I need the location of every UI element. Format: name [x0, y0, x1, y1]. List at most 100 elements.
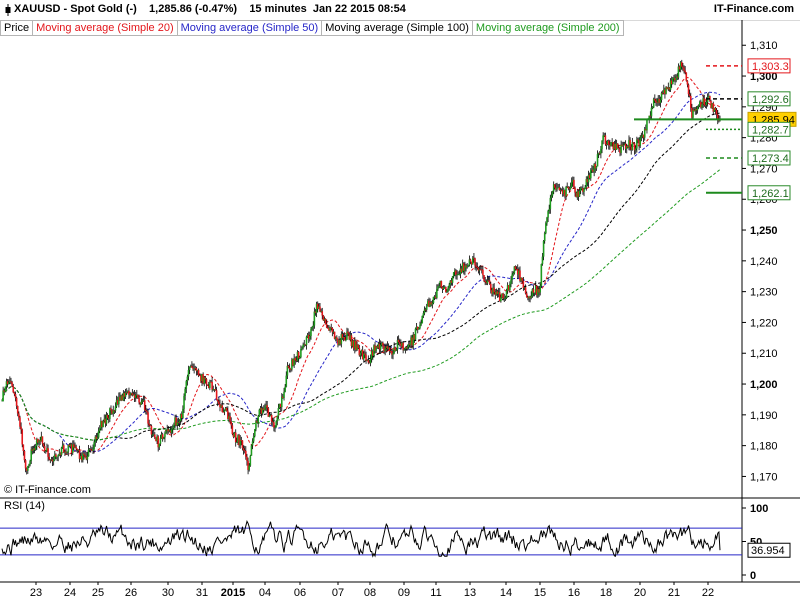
candle-body [542, 241, 545, 257]
candle-body [193, 367, 195, 370]
candle-body [540, 264, 543, 286]
candle-body [191, 365, 193, 368]
candle-body [200, 375, 202, 382]
candle-body [633, 143, 636, 151]
candle-body [525, 293, 528, 298]
candle-body [248, 465, 250, 470]
candle-body [703, 98, 706, 105]
candle-body [354, 340, 356, 349]
candle-body [469, 259, 472, 262]
candle-body [714, 107, 717, 111]
candle-body [388, 347, 391, 352]
candle-body [558, 187, 561, 191]
candle-body [609, 144, 611, 146]
candle-body [716, 114, 719, 120]
legend-sma-20[interactable]: Moving average (Simple 20) [32, 20, 178, 36]
candle-body [502, 293, 504, 299]
candle-body [529, 296, 531, 298]
brand-label[interactable]: IT-Finance.com [713, 3, 794, 15]
candle-body [118, 397, 120, 405]
candle-body [11, 382, 13, 387]
candle-body [318, 306, 320, 309]
candle-body [416, 326, 419, 330]
candle-body [614, 143, 617, 150]
candle-body [486, 280, 489, 284]
candle-body [692, 109, 694, 118]
candle-body [667, 87, 670, 90]
candle-body [648, 115, 651, 120]
candle-body [561, 190, 564, 194]
candle-body [25, 468, 28, 471]
candle-body [442, 287, 445, 290]
x-tick-label: 15 [534, 587, 546, 599]
candle-body [125, 392, 128, 394]
candle-body [261, 408, 264, 414]
candle-body [541, 256, 544, 265]
candle-body [596, 154, 599, 167]
y-tick-label: 1,210 [750, 348, 778, 360]
candle-body [564, 190, 566, 197]
candle-body [530, 296, 533, 298]
candle-body [559, 189, 562, 191]
candle-body [555, 187, 557, 190]
indicator-legend: Price Moving average (Simple 20) Moving … [0, 20, 624, 36]
candle-body [579, 188, 582, 191]
legend-sma-200[interactable]: Moving average (Simple 200) [471, 20, 624, 36]
candle-body [259, 408, 262, 410]
candle-body [340, 334, 343, 344]
candle-body [409, 344, 411, 345]
rsi-title: RSI (14) [4, 500, 45, 512]
candle-body [666, 87, 668, 90]
candle-body [563, 190, 565, 194]
candle-body [164, 433, 166, 438]
candle-body [654, 98, 656, 101]
x-tick-label: 14 [500, 587, 512, 599]
candle-body [5, 381, 8, 387]
candle-body [149, 425, 152, 427]
candle-body [133, 394, 136, 398]
candle-body [131, 393, 134, 396]
candle-body [311, 327, 313, 330]
legend-sma-50[interactable]: Moving average (Simple 50) [176, 20, 323, 36]
candle-body [539, 285, 542, 293]
x-tick-label: 22 [702, 587, 714, 599]
candle-body [278, 403, 281, 409]
candle-body [655, 100, 657, 103]
candle-body [151, 434, 154, 436]
candle-body [76, 448, 79, 451]
candle-body [277, 408, 280, 417]
candle-body [224, 407, 227, 411]
candle-body [470, 261, 473, 265]
candle-body [254, 429, 256, 437]
rsi-tick-label: 100 [750, 503, 768, 515]
legend-sma-100[interactable]: Moving average (Simple 100) [321, 20, 473, 36]
candle-body [550, 195, 553, 198]
candle-body [628, 139, 630, 148]
candle-body [686, 80, 689, 85]
candle-body [378, 343, 381, 350]
candle-body [548, 209, 551, 212]
candle-body [211, 381, 213, 390]
candle-body [448, 284, 451, 288]
candle-body [315, 303, 318, 313]
candle-body [659, 100, 662, 103]
candle-body [411, 337, 413, 346]
candle-body [513, 266, 516, 274]
candle-body [202, 374, 204, 384]
candle-body [466, 265, 468, 268]
candle-body [12, 386, 15, 393]
candle-body [428, 300, 430, 307]
price-level-label: 1,273.4 [752, 153, 789, 165]
candle-body [157, 436, 159, 448]
candle-body [333, 331, 336, 339]
candle-body [583, 188, 585, 192]
candle-body [233, 432, 236, 437]
candle-body [670, 80, 673, 85]
candle-body [152, 434, 155, 436]
candle-body [150, 425, 153, 435]
candle-body [123, 393, 126, 397]
candle-body [307, 334, 310, 340]
candle-body [267, 408, 270, 417]
